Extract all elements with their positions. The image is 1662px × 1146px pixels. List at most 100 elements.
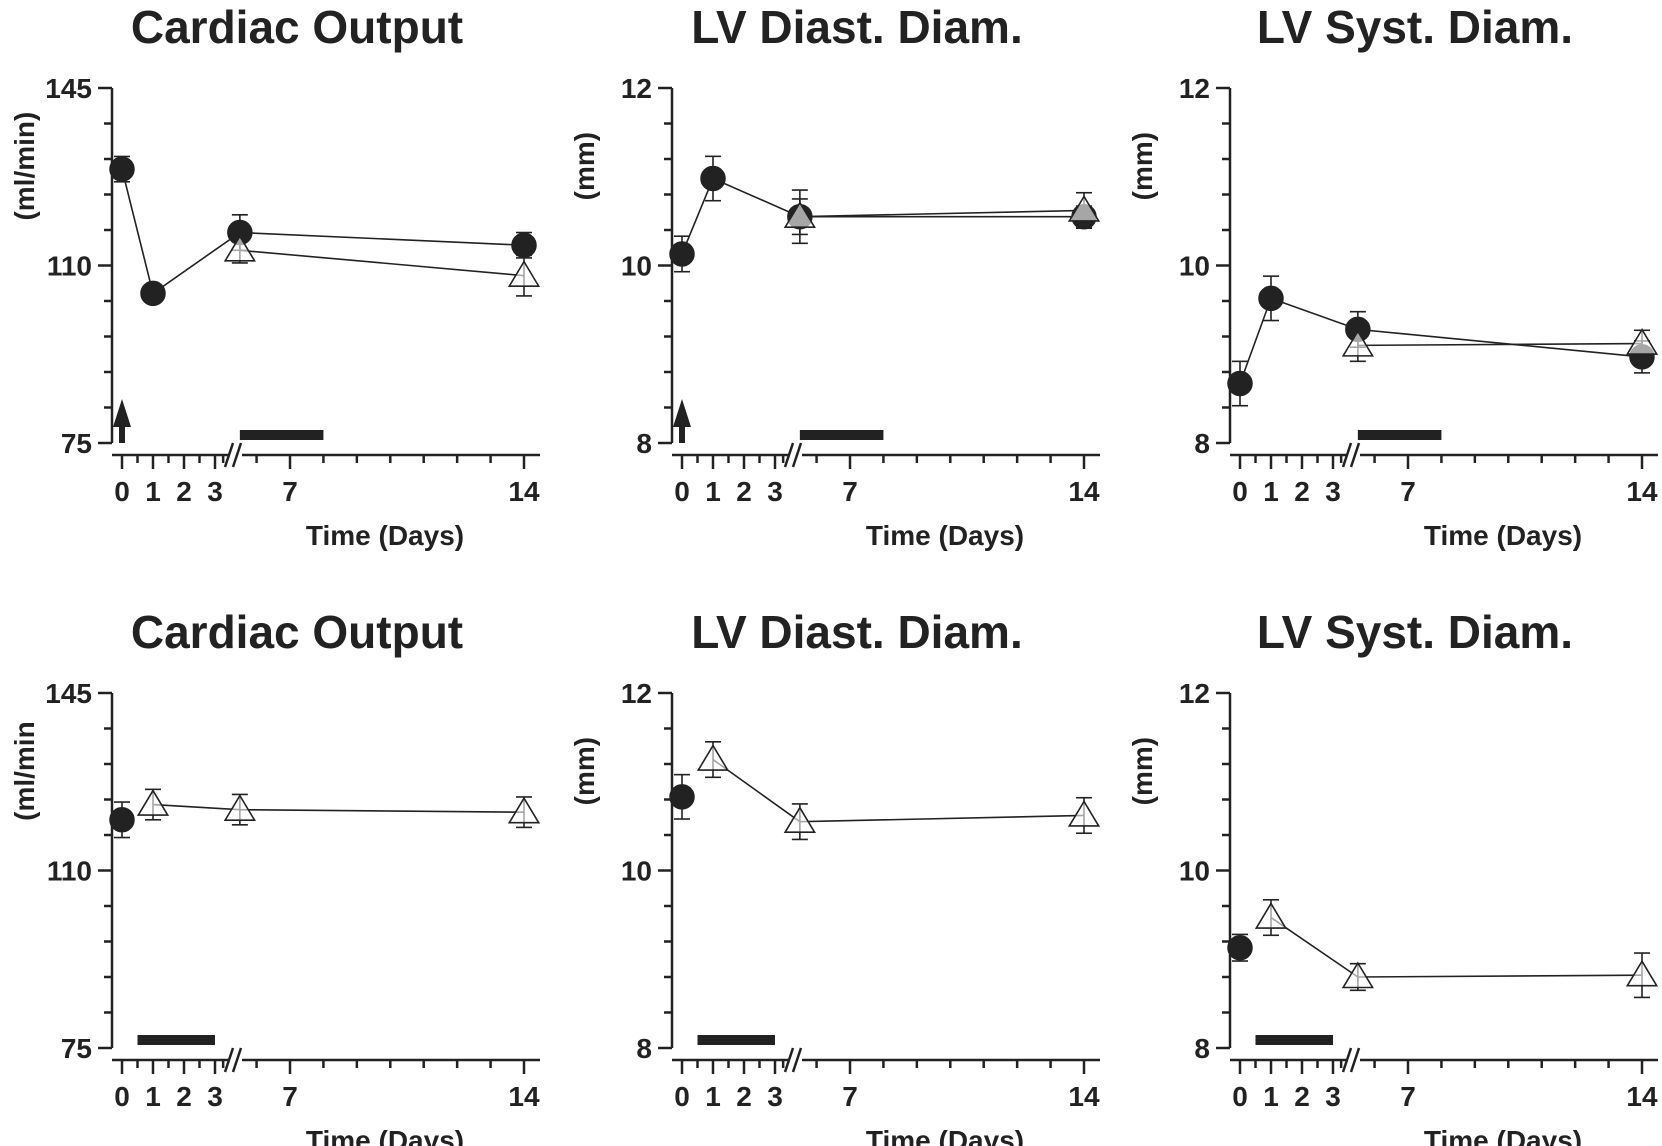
y-tick-label: 10 bbox=[1179, 856, 1210, 887]
axis-break-mark bbox=[783, 1047, 795, 1073]
x-tick-label: 7 bbox=[282, 476, 298, 507]
x-tick-label: 2 bbox=[176, 1081, 192, 1112]
x-tick-label: 14 bbox=[508, 1081, 540, 1112]
arrow-marker bbox=[673, 399, 691, 427]
chart-title: Cardiac Output bbox=[131, 606, 463, 658]
data-point-open-triangle bbox=[1254, 901, 1288, 929]
data-point-filled-circle bbox=[109, 156, 135, 182]
y-tick-label: 8 bbox=[1194, 1033, 1210, 1064]
x-tick-label: 1 bbox=[145, 476, 161, 507]
data-point-filled-circle bbox=[700, 165, 726, 192]
series-line-open bbox=[1270, 916, 1643, 978]
x-tick-label: 2 bbox=[736, 476, 752, 507]
axis-break-mark bbox=[1341, 442, 1353, 468]
x-axis-label: Time (Days) bbox=[866, 1125, 1024, 1146]
x-tick-label: 3 bbox=[207, 1081, 223, 1112]
axis-break-mark bbox=[791, 442, 803, 468]
treatment-bar bbox=[137, 1035, 215, 1045]
y-tick-label: 110 bbox=[47, 856, 92, 887]
series-line-open bbox=[1357, 342, 1643, 347]
y-tick-label: 110 bbox=[47, 251, 92, 282]
y-tick-label: 8 bbox=[1194, 428, 1210, 459]
data-point-open-triangle bbox=[136, 789, 170, 816]
data-point-open-triangle bbox=[783, 806, 816, 833]
chart-panel: Cardiac Output 75 110 145(ml/min 0 1 2 3 7 14 Time… bbox=[9, 606, 541, 1146]
axis-break-mark bbox=[231, 1047, 243, 1073]
x-tick-label: 0 bbox=[1232, 1081, 1248, 1112]
x-tick-label: 1 bbox=[705, 476, 721, 507]
x-tick-label: 7 bbox=[282, 1081, 298, 1112]
data-point-filled-circle bbox=[140, 280, 166, 307]
x-tick-label: 7 bbox=[842, 476, 858, 507]
x-tick-label: 14 bbox=[1626, 1081, 1658, 1112]
data-point-open-triangle bbox=[696, 744, 730, 771]
axis-break-mark bbox=[783, 442, 795, 468]
x-tick-label: 3 bbox=[1325, 1081, 1341, 1112]
chart-title: LV Syst. Diam. bbox=[1257, 1, 1573, 53]
data-point-open-triangle bbox=[507, 796, 541, 824]
series-line-open bbox=[712, 758, 1085, 823]
x-axis-label: Time (Days) bbox=[306, 1125, 464, 1146]
x-tick-label: 14 bbox=[508, 476, 540, 507]
chart-title: LV Syst. Diam. bbox=[1257, 606, 1573, 658]
y-tick-label: 10 bbox=[1179, 251, 1210, 282]
y-tick-label: 12 bbox=[621, 678, 652, 709]
y-tick-label: 10 bbox=[621, 856, 652, 887]
y-tick-label: 12 bbox=[621, 73, 652, 104]
treatment-bar bbox=[239, 430, 324, 440]
chart-panel: Cardiac Output 75 110 145(ml/min) 0 1 2 3 7 14 Tim… bbox=[9, 1, 541, 551]
data-point-open-triangle bbox=[223, 234, 256, 262]
treatment-bar bbox=[1357, 430, 1442, 440]
x-tick-label: 0 bbox=[114, 476, 130, 507]
data-point-filled-circle bbox=[511, 232, 537, 258]
x-tick-label: 2 bbox=[1294, 476, 1310, 507]
data-point-filled-circle bbox=[109, 807, 135, 833]
chart-title: Cardiac Output bbox=[131, 1, 463, 53]
x-tick-label: 0 bbox=[674, 1081, 690, 1112]
y-tick-label: 75 bbox=[61, 1033, 92, 1064]
data-point-filled-circle bbox=[1227, 370, 1253, 397]
y-axis-label: (ml/min bbox=[9, 721, 40, 821]
x-tick-label: 3 bbox=[1325, 476, 1341, 507]
data-point-filled-circle bbox=[669, 784, 695, 810]
y-tick-label: 12 bbox=[1179, 678, 1210, 709]
x-tick-label: 7 bbox=[1400, 476, 1416, 507]
x-tick-label: 2 bbox=[1294, 1081, 1310, 1112]
x-axis-label: Time (Days) bbox=[1424, 520, 1582, 551]
x-tick-label: 14 bbox=[1626, 476, 1658, 507]
x-tick-label: 0 bbox=[114, 1081, 130, 1112]
arrow-marker bbox=[113, 399, 131, 427]
arrow-marker-stem bbox=[119, 427, 125, 443]
data-point-open-triangle bbox=[1341, 961, 1374, 989]
series-line-filled bbox=[681, 177, 1084, 255]
x-tick-label: 7 bbox=[1400, 1081, 1416, 1112]
y-tick-label: 145 bbox=[45, 678, 92, 709]
treatment-bar bbox=[799, 430, 884, 440]
arrow-marker-stem bbox=[679, 427, 685, 443]
x-tick-label: 0 bbox=[1232, 476, 1248, 507]
data-point-open-triangle bbox=[223, 794, 256, 821]
x-axis-label: Time (Days) bbox=[866, 520, 1024, 551]
series-line-filled bbox=[121, 168, 525, 295]
chart-title: LV Diast. Diam. bbox=[691, 1, 1022, 53]
x-tick-label: 1 bbox=[1263, 1081, 1279, 1112]
y-tick-label: 145 bbox=[45, 73, 92, 104]
data-point-open-triangle bbox=[507, 260, 541, 287]
axis-break-mark bbox=[1341, 1047, 1353, 1073]
data-point-open-triangle bbox=[1341, 329, 1374, 357]
data-point-filled-circle bbox=[1258, 285, 1284, 312]
axis-break-mark bbox=[1349, 1047, 1361, 1073]
axis-break-mark bbox=[231, 442, 243, 468]
chart-title: LV Diast. Diam. bbox=[691, 606, 1022, 658]
data-point-open-triangle bbox=[1625, 959, 1659, 987]
y-axis-label: (mm) bbox=[1127, 737, 1158, 805]
x-tick-label: 1 bbox=[145, 1081, 161, 1112]
x-tick-label: 2 bbox=[736, 1081, 752, 1112]
data-point-open-triangle bbox=[783, 201, 816, 228]
x-tick-label: 7 bbox=[842, 1081, 858, 1112]
series-line-open bbox=[799, 209, 1085, 218]
